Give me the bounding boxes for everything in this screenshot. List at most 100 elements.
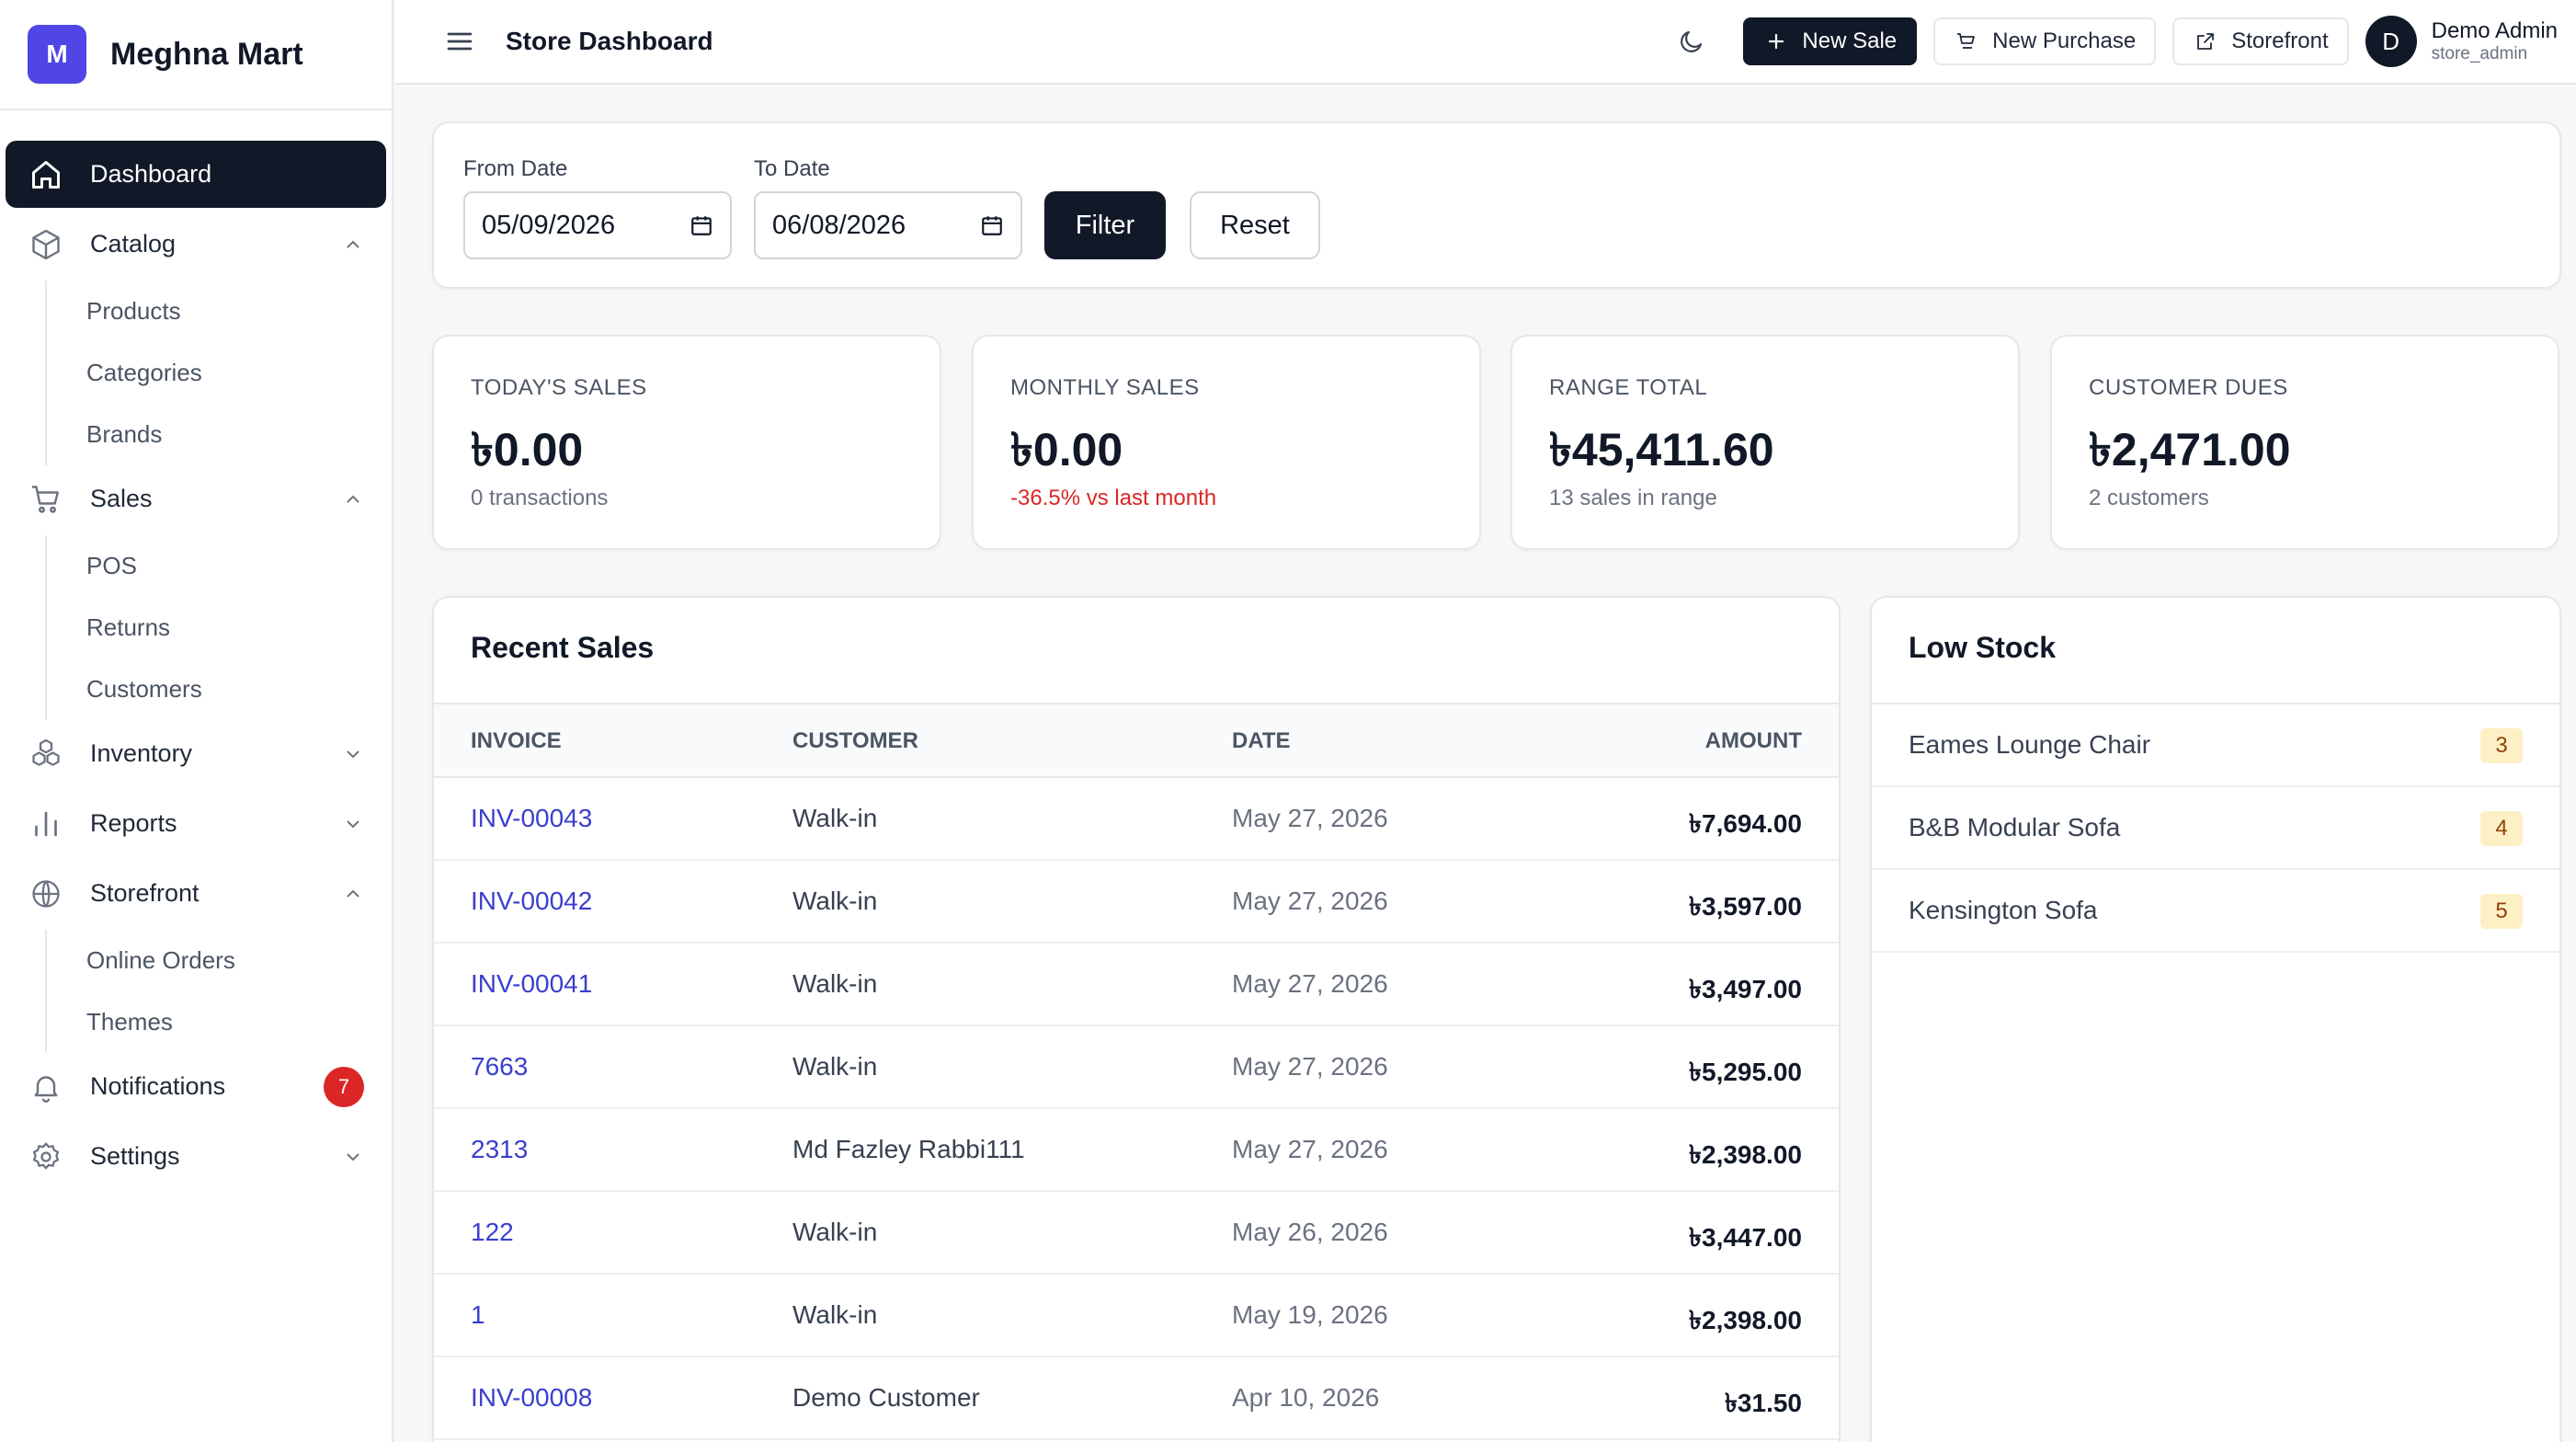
table-row[interactable]: INV-00042 Walk-in May 27, 2026 ৳3,597.00 <box>434 861 1839 944</box>
brand[interactable]: M Meghna Mart <box>0 0 392 110</box>
stat-subtext: 0 transactions <box>471 486 609 510</box>
amount-cell: ৳2,398.00 <box>1689 1140 1802 1169</box>
chevron-up-icon[interactable] <box>338 485 368 514</box>
sidebar-item-products[interactable]: Products <box>86 297 181 325</box>
invoice-link[interactable]: INV-00008 <box>471 1383 593 1412</box>
sidebar-item-storefront[interactable]: Storefront <box>6 860 386 927</box>
to-date-input[interactable]: 06/08/2026 <box>754 191 1022 259</box>
invoice-link[interactable]: 122 <box>471 1218 514 1246</box>
table-body: INV-00043 Walk-in May 27, 2026 ৳7,694.00… <box>434 778 1839 1440</box>
invoice-link[interactable]: INV-00043 <box>471 804 593 832</box>
sidebar: M Meghna Mart Dashboard Catalog Products… <box>0 0 393 1442</box>
table-row[interactable]: INV-00043 Walk-in May 27, 2026 ৳7,694.00 <box>434 778 1839 861</box>
sidebar-item-customers[interactable]: Customers <box>86 675 202 703</box>
chevron-up-icon[interactable] <box>338 879 368 909</box>
bell-icon <box>28 1069 64 1105</box>
chevron-down-icon[interactable] <box>338 739 368 769</box>
sidebar-item-notifications[interactable]: Notifications 7 <box>6 1053 386 1120</box>
stat-subtext: -36.5% vs last month <box>1010 486 1217 510</box>
list-item[interactable]: Eames Lounge Chair 3 <box>1872 704 2559 787</box>
sidebar-item-label: Storefront <box>90 879 199 907</box>
date-cell: May 26, 2026 <box>1232 1218 1388 1246</box>
to-date-label: To Date <box>754 156 830 181</box>
date-cell: May 27, 2026 <box>1232 804 1388 832</box>
to-date-value: 06/08/2026 <box>772 210 906 240</box>
dark-mode-toggle-icon[interactable] <box>1673 23 1710 60</box>
invoice-link[interactable]: 7663 <box>471 1052 529 1081</box>
recent-sales-card: Recent Sales INVOICE CUSTOMER DATE AMOUN… <box>432 596 1841 1442</box>
user-info[interactable]: Demo Admin store_admin <box>2432 18 2558 63</box>
from-date-value: 05/09/2026 <box>482 210 616 240</box>
table-row[interactable]: 122 Walk-in May 26, 2026 ৳3,447.00 <box>434 1192 1839 1275</box>
chevron-up-icon[interactable] <box>338 230 368 259</box>
brand-name: Meghna Mart <box>110 36 303 72</box>
stat-label: CUSTOMER DUES <box>2089 375 2288 400</box>
chevron-down-icon[interactable] <box>338 1142 368 1172</box>
sidebar-item-sales[interactable]: Sales <box>6 465 386 532</box>
column-header-invoice[interactable]: INVOICE <box>471 728 562 753</box>
external-link-icon <box>2193 29 2218 54</box>
sidebar-item-pos[interactable]: POS <box>86 552 137 579</box>
column-header-customer[interactable]: CUSTOMER <box>792 728 918 753</box>
avatar[interactable]: D <box>2365 16 2417 67</box>
amount-cell: ৳5,295.00 <box>1689 1058 1802 1086</box>
stock-qty-badge: 3 <box>2480 728 2523 763</box>
filter-button[interactable]: Filter <box>1044 191 1166 259</box>
calendar-icon[interactable] <box>688 212 715 239</box>
bar-chart-icon <box>28 806 64 842</box>
stat-card-monthly-sales: MONTHLY SALES ৳0.00 -36.5% vs last month <box>972 335 1481 550</box>
chevron-down-icon[interactable] <box>338 809 368 839</box>
sidebar-item-inventory[interactable]: Inventory <box>6 720 386 787</box>
customer-cell: Walk-in <box>792 1218 878 1246</box>
column-header-date[interactable]: DATE <box>1232 728 1291 753</box>
sidebar-item-settings[interactable]: Settings <box>6 1123 386 1190</box>
user-role: store_admin <box>2431 43 2528 63</box>
sidebar-item-catalog[interactable]: Catalog <box>6 211 386 278</box>
catalog-submenu: Products Categories Brands <box>6 280 386 465</box>
invoice-link[interactable]: 2313 <box>471 1135 529 1163</box>
sidebar-item-brands[interactable]: Brands <box>86 420 163 448</box>
brand-logo: M <box>28 25 86 84</box>
amount-cell: ৳3,497.00 <box>1689 975 1802 1003</box>
invoice-link[interactable]: 1 <box>471 1300 485 1329</box>
from-date-input[interactable]: 05/09/2026 <box>463 191 732 259</box>
new-sale-label: New Sale <box>1802 29 1898 53</box>
table-row[interactable]: 1 Walk-in May 19, 2026 ৳2,398.00 <box>434 1275 1839 1357</box>
table-row[interactable]: INV-00008 Demo Customer Apr 10, 2026 ৳31… <box>434 1357 1839 1440</box>
sidebar-item-label: Notifications <box>90 1072 226 1100</box>
recent-sales-title: Recent Sales <box>471 631 655 664</box>
submenu-line <box>45 535 47 720</box>
amount-cell: ৳3,447.00 <box>1689 1223 1802 1252</box>
table-row[interactable]: INV-00041 Walk-in May 27, 2026 ৳3,497.00 <box>434 944 1839 1026</box>
stock-qty-badge: 4 <box>2480 811 2523 846</box>
amount-cell: ৳31.50 <box>1724 1389 1802 1417</box>
sidebar-item-themes[interactable]: Themes <box>86 1008 173 1036</box>
sidebar-item-dashboard[interactable]: Dashboard <box>6 141 386 208</box>
stat-value: ৳2,471.00 <box>2089 424 2291 475</box>
date-cell: May 27, 2026 <box>1232 969 1388 998</box>
table-row[interactable]: 7663 Walk-in May 27, 2026 ৳5,295.00 <box>434 1026 1839 1109</box>
user-name: Demo Admin <box>2431 18 2558 44</box>
new-sale-button[interactable]: New Sale <box>1743 17 1918 65</box>
invoice-link[interactable]: INV-00042 <box>471 887 593 915</box>
storefront-button[interactable]: Storefront <box>2172 17 2349 65</box>
column-header-amount[interactable]: AMOUNT <box>1704 728 1802 753</box>
globe-icon <box>28 876 64 912</box>
date-cell: May 19, 2026 <box>1232 1300 1388 1329</box>
invoice-link[interactable]: INV-00041 <box>471 969 593 998</box>
stat-value: ৳0.00 <box>1010 424 1123 475</box>
list-item[interactable]: Kensington Sofa 5 <box>1872 870 2559 953</box>
cart-icon <box>1954 29 1979 54</box>
table-row[interactable]: 2313 Md Fazley Rabbi111 May 27, 2026 ৳2,… <box>434 1109 1839 1192</box>
list-item[interactable]: B&B Modular Sofa 4 <box>1872 787 2559 870</box>
sidebar-item-reports[interactable]: Reports <box>6 790 386 857</box>
sidebar-item-returns[interactable]: Returns <box>86 613 171 641</box>
sidebar-item-categories[interactable]: Categories <box>86 359 202 386</box>
new-purchase-button[interactable]: New Purchase <box>1933 17 2157 65</box>
reset-button[interactable]: Reset <box>1190 191 1320 259</box>
calendar-icon[interactable] <box>978 212 1006 239</box>
sidebar-item-online-orders[interactable]: Online Orders <box>86 946 235 974</box>
menu-toggle-icon[interactable] <box>443 25 476 58</box>
sidebar-item-label: Catalog <box>90 230 177 258</box>
product-name: Kensington Sofa <box>1909 896 2098 924</box>
